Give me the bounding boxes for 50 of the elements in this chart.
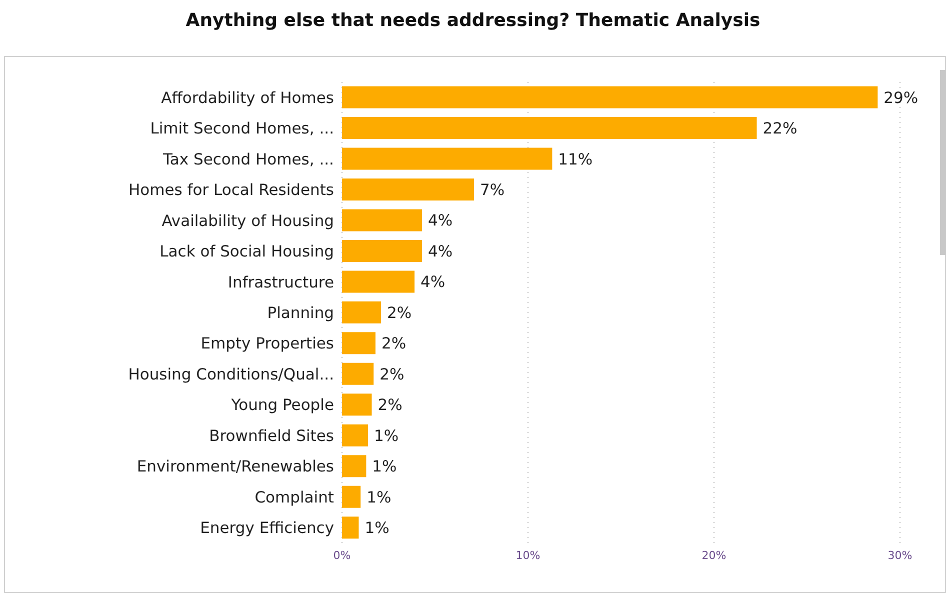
y-tick-label: Complaint	[254, 488, 334, 506]
data-label: 4%	[420, 273, 446, 292]
bar	[342, 240, 422, 262]
chart-title: Anything else that needs addressing? Thematic Analysis	[184, 10, 762, 31]
y-tick-label: Housing Conditions/Qual...	[128, 365, 334, 384]
bar	[342, 486, 361, 508]
data-label: 29%	[884, 88, 918, 107]
y-tick-label: Planning	[267, 304, 334, 322]
x-tick-label: 10%	[516, 548, 540, 562]
y-tick-label: Empty Properties	[200, 334, 334, 353]
data-label: 22%	[762, 120, 798, 138]
bar	[342, 362, 374, 385]
bar	[342, 424, 368, 446]
bar	[342, 178, 474, 201]
y-tick-label: Limit Second Homes, ...	[150, 120, 334, 138]
bar	[342, 148, 552, 170]
data-label: 7%	[480, 181, 505, 200]
x-tick-label: 30%	[888, 548, 912, 562]
x-tick-label: 20%	[702, 548, 726, 562]
y-tick-label: Affordability of Homes	[161, 88, 334, 107]
data-label: 2%	[381, 334, 406, 353]
bar	[342, 117, 757, 140]
bar	[342, 455, 366, 478]
data-label: 11%	[558, 150, 593, 168]
y-tick-label: Energy Efficiency	[200, 519, 334, 538]
bar	[342, 516, 359, 539]
data-label: 1%	[374, 426, 399, 445]
data-label: 2%	[387, 304, 412, 322]
bar	[342, 270, 415, 293]
data-label: 2%	[378, 396, 402, 414]
data-label: 1%	[364, 519, 390, 538]
y-tick-label: Brownfield Sites	[209, 426, 334, 445]
y-tick-label: Availability of Housing	[162, 212, 334, 230]
data-label: 4%	[428, 242, 453, 260]
data-label: 1%	[366, 488, 392, 506]
bar	[342, 86, 878, 108]
bar	[342, 332, 376, 354]
data-label: 4%	[428, 212, 453, 230]
y-tick-label: Environment/Renewables	[136, 458, 334, 476]
y-tick-label: Young People	[230, 396, 334, 414]
y-tick-label: Homes for Local Residents	[128, 181, 334, 200]
x-tick-label: 0%	[333, 548, 351, 562]
data-label: 1%	[372, 458, 397, 476]
y-tick-label: Tax Second Homes, ...	[162, 150, 334, 168]
y-tick-label: Infrastructure	[228, 273, 334, 292]
bar	[342, 209, 422, 232]
y-tick-label: Lack of Social Housing	[160, 242, 334, 261]
data-label: 2%	[380, 365, 404, 384]
bar	[342, 301, 382, 324]
bar	[342, 394, 372, 416]
